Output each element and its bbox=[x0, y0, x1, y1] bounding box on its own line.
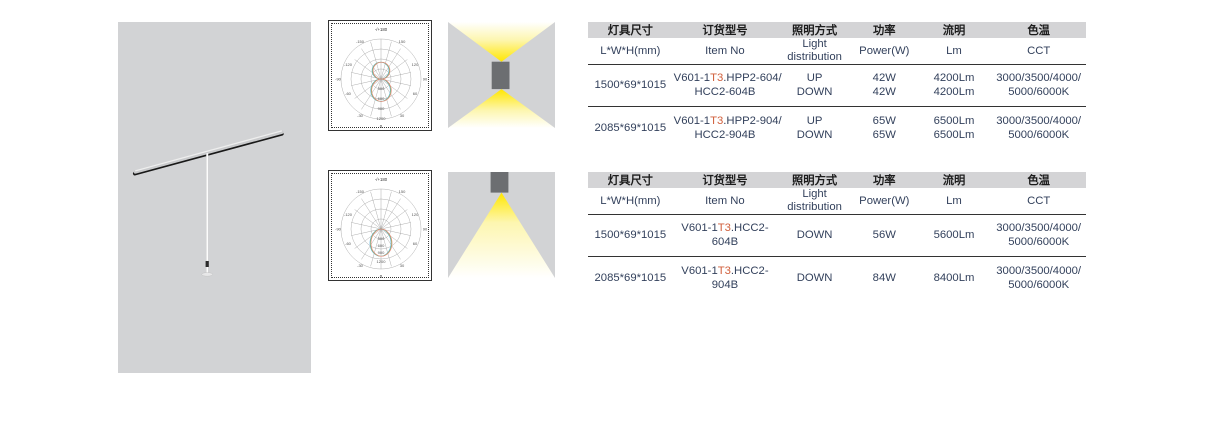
svg-text:90: 90 bbox=[423, 77, 428, 82]
svg-text:-/+180: -/+180 bbox=[375, 177, 388, 182]
svg-text:120: 120 bbox=[412, 62, 419, 67]
svg-text:60: 60 bbox=[413, 241, 418, 246]
svg-text:900: 900 bbox=[378, 106, 385, 111]
svg-text:-60: -60 bbox=[345, 91, 352, 96]
svg-text:300: 300 bbox=[378, 236, 385, 241]
svg-text:0: 0 bbox=[380, 124, 383, 129]
svg-text:-30: -30 bbox=[357, 263, 364, 268]
svg-text:150: 150 bbox=[399, 39, 406, 44]
svg-text:600: 600 bbox=[378, 96, 385, 101]
svg-text:300: 300 bbox=[378, 86, 385, 91]
svg-text:30: 30 bbox=[400, 263, 405, 268]
svg-text:-30: -30 bbox=[357, 113, 364, 118]
svg-text:-60: -60 bbox=[345, 241, 352, 246]
svg-text:-120: -120 bbox=[344, 62, 353, 67]
svg-text:-/+180: -/+180 bbox=[375, 27, 388, 32]
svg-text:150: 150 bbox=[399, 189, 406, 194]
svg-text:30: 30 bbox=[400, 113, 405, 118]
svg-text:900: 900 bbox=[378, 250, 385, 255]
svg-text:60: 60 bbox=[413, 91, 418, 96]
svg-text:-120: -120 bbox=[344, 212, 353, 217]
svg-text:-150: -150 bbox=[356, 189, 365, 194]
svg-text:90: 90 bbox=[423, 227, 428, 232]
svg-text:1200: 1200 bbox=[377, 259, 387, 264]
svg-text:-90: -90 bbox=[335, 227, 342, 232]
svg-text:-90: -90 bbox=[335, 77, 342, 82]
svg-text:0: 0 bbox=[380, 274, 383, 279]
svg-text:1200: 1200 bbox=[377, 116, 387, 121]
svg-text:120: 120 bbox=[412, 212, 419, 217]
svg-text:-150: -150 bbox=[356, 39, 365, 44]
svg-text:600: 600 bbox=[378, 243, 385, 248]
